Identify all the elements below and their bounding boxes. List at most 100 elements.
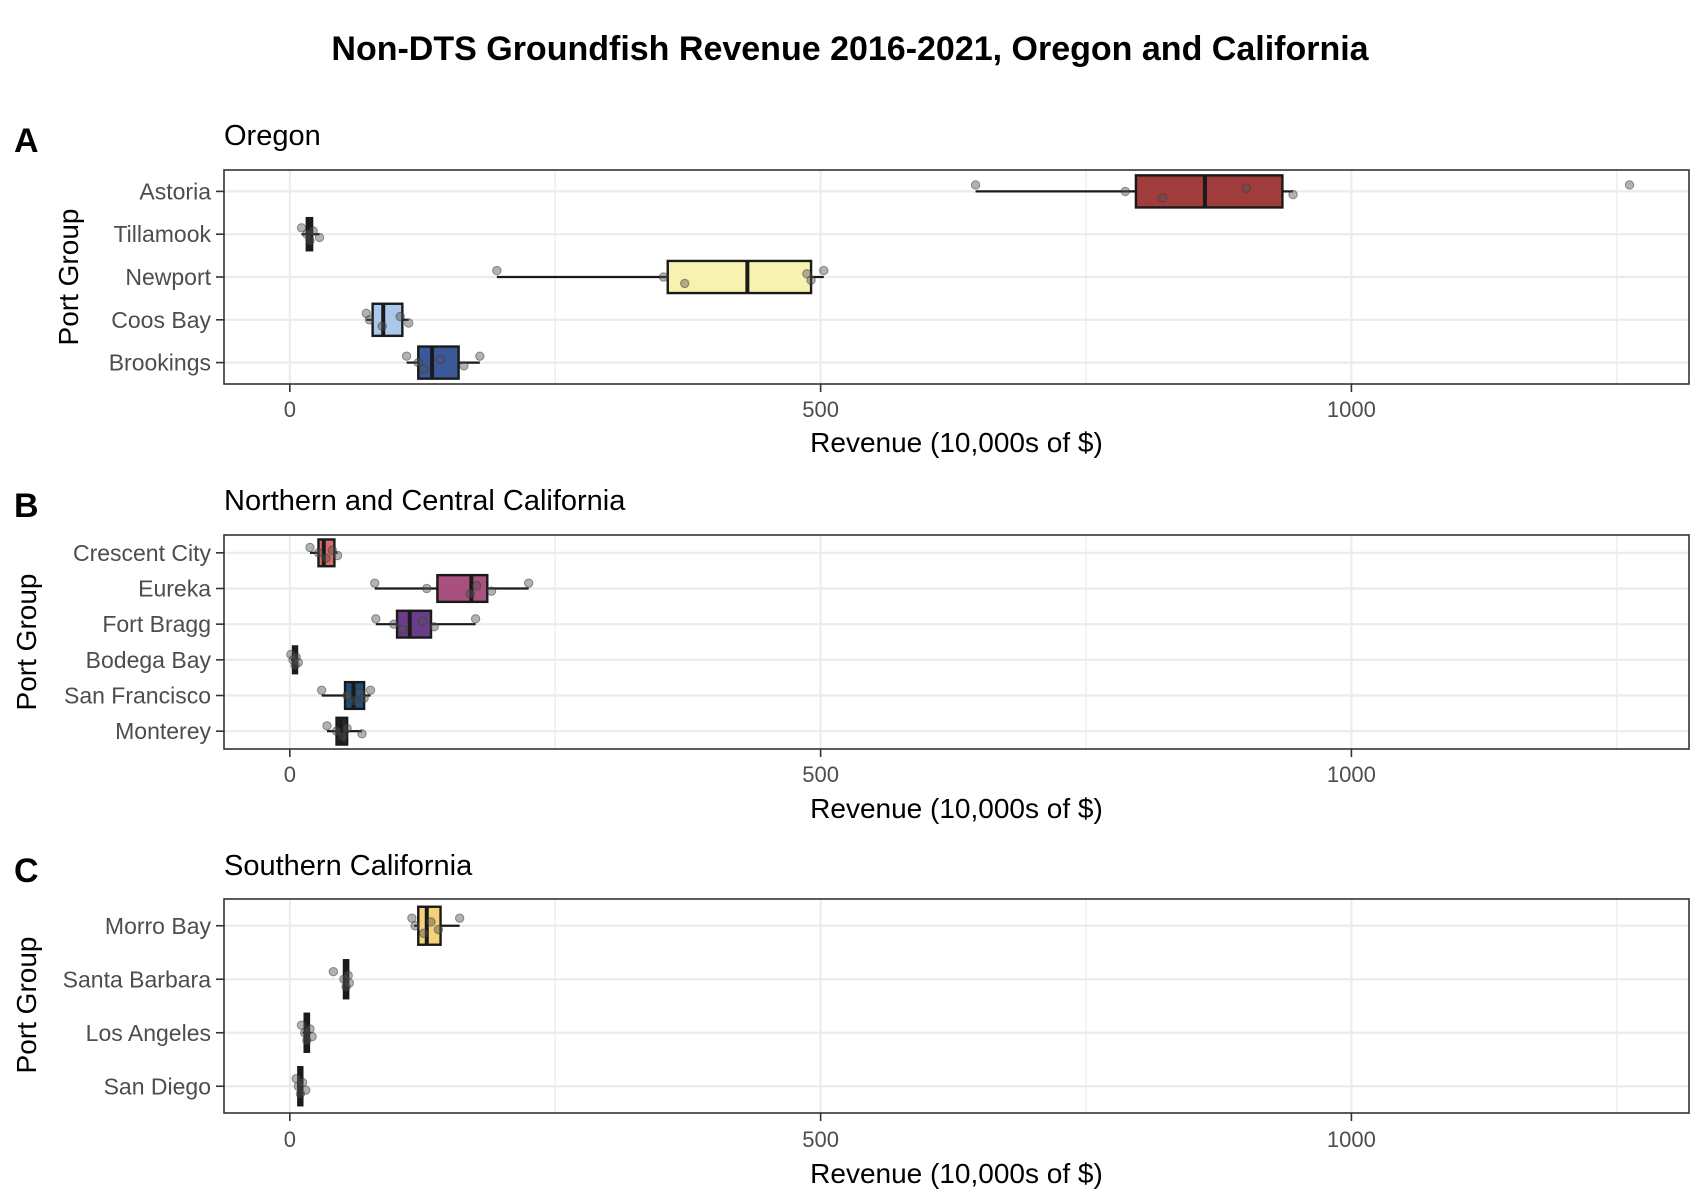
panel-b: B Northern and Central California Crescent…: [11, 485, 1690, 824]
y-tick-label: Coos Bay: [111, 307, 211, 333]
data-point: [344, 978, 354, 988]
panel-border: [223, 534, 1690, 750]
data-point: [426, 917, 436, 927]
x-tick-label: 500: [802, 397, 839, 422]
data-point: [286, 649, 296, 660]
data-point: [465, 589, 475, 599]
boxplot-morro-bay: [407, 905, 465, 946]
data-point: [492, 265, 502, 276]
panel-border: [223, 898, 1690, 1114]
data-point: [1241, 183, 1252, 193]
data-point: [296, 223, 307, 233]
data-point: [470, 614, 481, 624]
boxplot-bodega-bay: [286, 645, 304, 675]
y-tick-label: Fort Bragg: [102, 611, 211, 637]
boxplot-coos-bay: [361, 302, 414, 338]
data-point: [365, 685, 376, 695]
data-point: [970, 180, 981, 190]
data-point: [305, 1024, 315, 1034]
x-axis-title: Revenue (10,000s of $): [810, 793, 1103, 824]
data-point: [364, 315, 375, 325]
y-axis-title: Port Group: [11, 574, 42, 711]
data-point: [680, 278, 690, 289]
data-point: [343, 970, 353, 981]
x-tick-label: 0: [284, 1127, 296, 1152]
box: [666, 259, 813, 295]
data-point: [413, 357, 423, 368]
data-point: [418, 928, 429, 939]
data-point: [1157, 193, 1168, 203]
y-tick-label: Newport: [125, 264, 211, 290]
boxplot-crescent-city: [305, 538, 343, 568]
data-point: [401, 351, 412, 361]
x-tick-label: 0: [284, 762, 296, 787]
y-tick-label: Eureka: [138, 576, 211, 602]
data-point: [433, 924, 444, 935]
panel-tag: A: [14, 122, 39, 160]
data-point: [397, 624, 408, 635]
panel-tag: C: [14, 852, 39, 890]
boxplot-newport: [492, 259, 829, 295]
data-point: [1120, 186, 1130, 197]
data-point: [322, 721, 332, 731]
data-point: [429, 622, 439, 632]
box: [436, 573, 489, 604]
y-axis-title: Port Group: [53, 209, 84, 346]
data-point: [308, 226, 318, 236]
data-point: [417, 616, 428, 627]
data-point: [819, 265, 829, 276]
y-tick-label: Tillamook: [113, 221, 211, 247]
y-tick-label: San Diego: [104, 1073, 211, 1099]
x-tick-label: 0: [284, 397, 296, 422]
page-title: Non-DTS Groundfish Revenue 2016-2021, Or…: [331, 30, 1369, 68]
plot-background: [224, 535, 1689, 749]
data-point: [454, 913, 465, 923]
x-axis-title: Revenue (10,000s of $): [810, 427, 1103, 458]
data-point: [486, 586, 497, 596]
y-tick-label: Bodega Bay: [86, 647, 212, 673]
data-point: [459, 361, 469, 371]
y-tick-label: Los Angeles: [86, 1020, 211, 1046]
boxplot-san-diego: [291, 1066, 311, 1107]
boxplot-santa-barbara: [328, 959, 354, 1000]
data-point: [301, 1085, 311, 1095]
data-point: [313, 548, 324, 558]
data-point: [357, 729, 367, 739]
panel-subtitle: Northern and Central California: [224, 485, 626, 517]
data-point: [342, 690, 352, 701]
data-point: [435, 354, 446, 365]
boxplot-fort-bragg: [371, 609, 481, 639]
y-tick-label: San Francisco: [64, 683, 211, 709]
data-point: [475, 351, 485, 361]
panel-c: C Southern California Morro Bay Santa Barba…: [11, 850, 1690, 1189]
panel-subtitle: Oregon: [224, 120, 321, 152]
data-point: [410, 921, 420, 931]
x-tick-label: 1000: [1327, 762, 1376, 787]
y-tick-label: Morro Bay: [105, 913, 212, 939]
data-point: [359, 693, 369, 703]
y-tick-label: Santa Barbara: [63, 966, 212, 992]
y-tick-label: Astoria: [139, 178, 211, 204]
data-point: [348, 696, 359, 706]
boxplot-san-francisco: [316, 680, 376, 711]
data-point: [305, 542, 315, 553]
data-point: [802, 269, 812, 279]
x-tick-label: 500: [802, 1127, 839, 1152]
y-axis-title: Port Group: [11, 937, 42, 1074]
y-tick-label: Brookings: [109, 350, 211, 376]
data-point: [371, 614, 381, 624]
data-point: [806, 275, 816, 285]
data-point: [342, 723, 352, 734]
data-point: [418, 364, 429, 374]
data-point: [316, 685, 327, 695]
plot-background: [224, 899, 1689, 1113]
data-point: [658, 272, 669, 282]
box: [1134, 174, 1284, 209]
data-point: [422, 583, 432, 594]
data-point: [370, 578, 380, 588]
data-point: [471, 581, 482, 591]
data-point: [331, 726, 342, 736]
boxplot-los-angeles: [296, 1012, 317, 1053]
data-point: [293, 657, 304, 668]
